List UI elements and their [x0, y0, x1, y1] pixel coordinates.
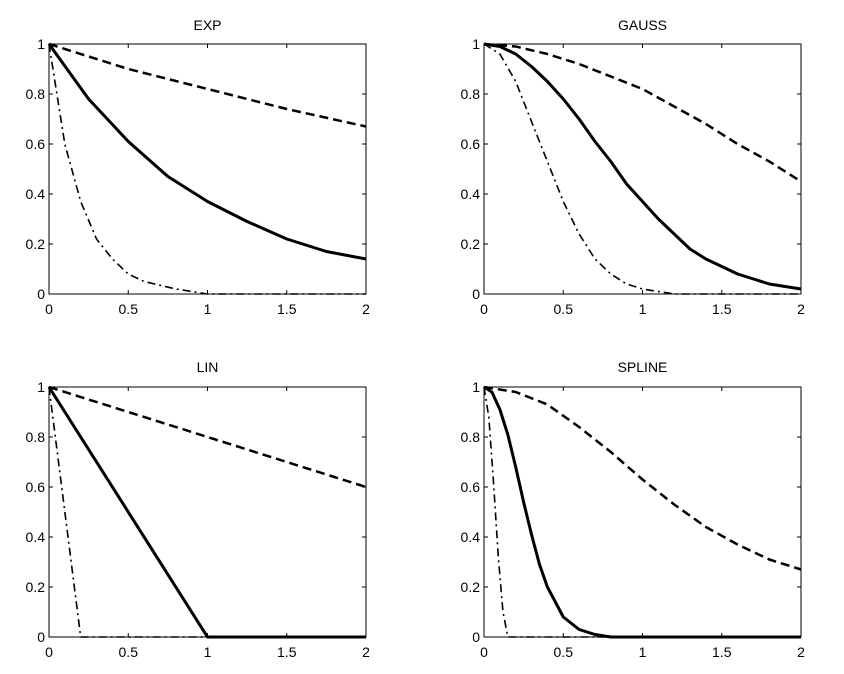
series-line-dashed [48, 42, 367, 128]
y-tick-label: 0.2 [26, 579, 46, 595]
subplot-title: GAUSS [618, 17, 667, 33]
series-line-dashed [48, 385, 367, 489]
y-tick-label: 1 [37, 36, 45, 52]
y-tick-label: 1 [472, 379, 480, 395]
series-line-dashed [483, 42, 802, 183]
y-tick-label: 0.4 [26, 529, 46, 545]
y-tick-label: 0 [472, 286, 480, 302]
y-tick-label: 0.6 [461, 136, 481, 152]
y-tick-label: 0.2 [26, 236, 46, 252]
series-line-solid [483, 385, 801, 639]
y-tick-label: 0 [37, 629, 45, 645]
y-tick-label: 0.8 [461, 86, 481, 102]
x-tick-label: 0 [480, 644, 488, 660]
axes-box [483, 386, 802, 638]
subplot-gauss: GAUSS 0 0.5 1 1.5 2 0 0.2 0.4 0.6 0.8 1 [461, 17, 806, 317]
subplot-title: LIN [197, 359, 219, 375]
axes-box [483, 43, 802, 295]
subplot-spline: SPLINE 0 0.5 1 1.5 2 0 0.2 0.4 0.6 0.8 1 [461, 359, 806, 660]
y-tick-label: 0.2 [461, 579, 481, 595]
subplot-title: EXP [193, 17, 221, 33]
series-line-dashdot [483, 43, 801, 295]
x-tick-label: 0.5 [119, 301, 139, 317]
x-tick-label: 2 [362, 644, 370, 660]
x-tick-label: 1.5 [277, 301, 297, 317]
subplot-exp: EXP 0 0.5 1 1.5 2 0 0.2 0.4 0.6 0.8 1 [26, 17, 371, 317]
subplot-lin: LIN 0 0.5 1 1.5 2 0 0.2 0.4 0.6 0.8 1 [26, 359, 371, 660]
series-line-solid [47, 43, 367, 261]
x-tick-label: 0.5 [554, 301, 574, 317]
axes-box [48, 43, 367, 295]
y-tick-label: 0.4 [461, 186, 481, 202]
x-tick-label: 0 [480, 301, 488, 317]
series-line-dashed [483, 385, 802, 571]
x-tick-label: 0.5 [554, 644, 574, 660]
x-tick-label: 1.5 [712, 644, 732, 660]
y-tick-label: 0 [472, 629, 480, 645]
series-line-solid [47, 386, 366, 639]
axes-box [48, 386, 367, 638]
y-tick-label: 0.2 [461, 236, 481, 252]
y-tick-label: 0 [37, 286, 45, 302]
x-tick-label: 1.5 [277, 644, 297, 660]
y-tick-label: 0.4 [26, 186, 46, 202]
x-tick-label: 2 [362, 301, 370, 317]
series-line-dashdot [483, 386, 801, 638]
x-tick-label: 1 [639, 644, 647, 660]
x-tick-label: 1 [639, 301, 647, 317]
x-tick-label: 1 [204, 644, 212, 660]
y-tick-label: 0.8 [26, 429, 46, 445]
x-tick-label: 2 [797, 301, 805, 317]
x-tick-label: 0 [45, 644, 53, 660]
series-line-solid [483, 42, 802, 291]
x-tick-label: 0.5 [119, 644, 139, 660]
y-tick-label: 0.8 [461, 429, 481, 445]
y-tick-label: 0.4 [461, 529, 481, 545]
subplot-title: SPLINE [618, 359, 668, 375]
x-tick-label: 1 [204, 301, 212, 317]
y-tick-label: 0.6 [461, 479, 481, 495]
x-tick-label: 2 [797, 644, 805, 660]
y-tick-label: 0.6 [26, 479, 46, 495]
y-tick-label: 0.8 [26, 86, 46, 102]
y-tick-label: 0.6 [26, 136, 46, 152]
x-tick-label: 0 [45, 301, 53, 317]
y-tick-label: 1 [472, 36, 480, 52]
y-tick-label: 1 [37, 379, 45, 395]
series-line-dashdot [48, 386, 366, 638]
x-tick-label: 1.5 [712, 301, 732, 317]
series-line-dashdot [48, 43, 366, 295]
